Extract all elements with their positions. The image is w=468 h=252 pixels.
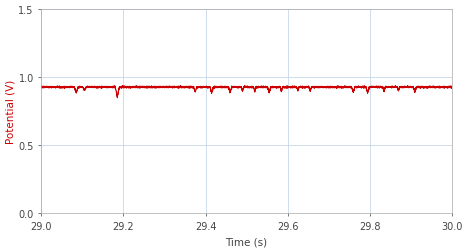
Y-axis label: Potential (V): Potential (V): [6, 79, 15, 143]
X-axis label: Time (s): Time (s): [226, 237, 268, 246]
